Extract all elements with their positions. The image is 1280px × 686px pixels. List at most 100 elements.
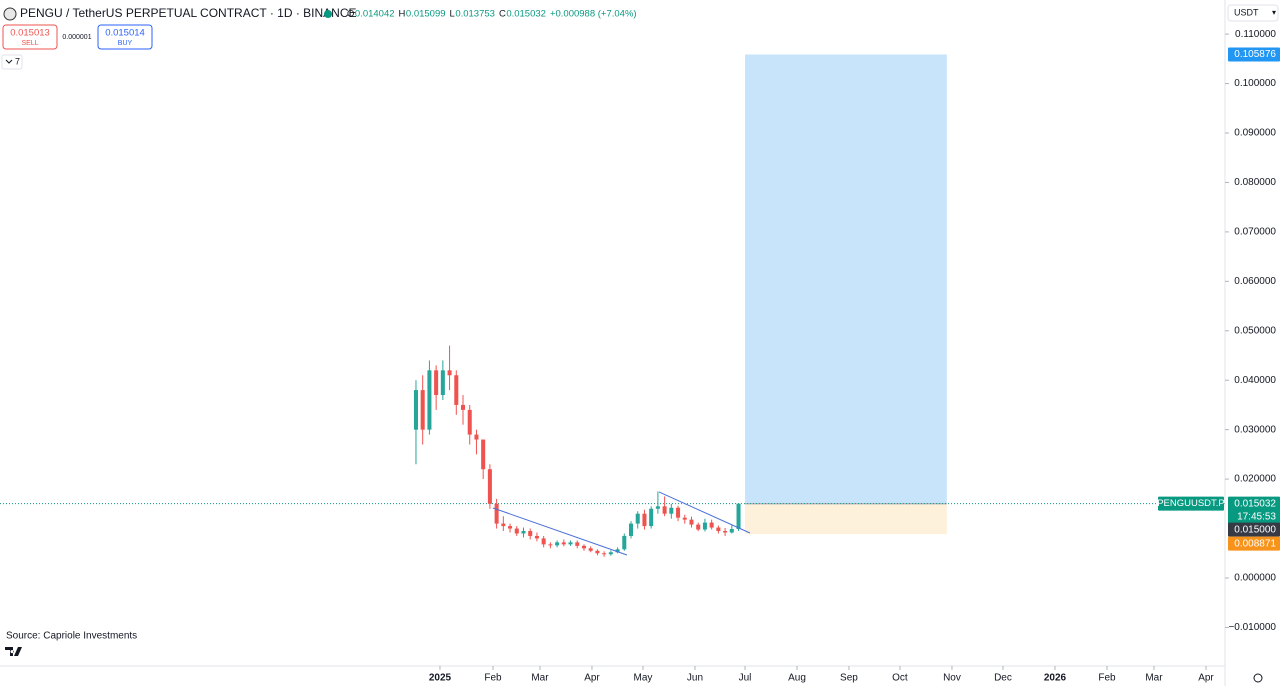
ohlc-value: 0.015099 — [406, 9, 446, 20]
source: Source: Capriole Investments — [6, 631, 137, 642]
candle-body — [514, 528, 519, 534]
trendline — [658, 491, 751, 534]
x-tick-label: Nov — [943, 673, 961, 684]
candle-body — [628, 523, 634, 536]
market-status — [324, 10, 332, 18]
sell-price: 0.015013 — [10, 28, 50, 39]
candle-body — [655, 506, 660, 509]
ohlc-label: O — [347, 9, 354, 20]
ohlc-label: L — [450, 9, 455, 20]
candle-body — [635, 513, 640, 524]
candle-body — [501, 523, 506, 527]
candle-body — [588, 548, 593, 551]
candle-body — [602, 553, 607, 555]
candle-body — [642, 513, 647, 527]
y-tick-label: 0.100000 — [1234, 78, 1276, 89]
candle-body — [702, 522, 707, 530]
candle-body — [541, 538, 546, 545]
candle-body — [682, 517, 687, 520]
candle-body — [508, 526, 513, 529]
currency-button[interactable] — [1227, 4, 1279, 22]
candle-body — [420, 390, 425, 430]
candle-body — [689, 519, 694, 525]
sell-button[interactable] — [2, 24, 58, 50]
x-tick-label: May — [634, 673, 653, 684]
x-tick-label: Aug — [788, 673, 806, 684]
candle-body — [729, 529, 734, 533]
ohlc-label: H — [399, 9, 406, 20]
candle-body — [575, 542, 580, 546]
sell-label: SELL — [21, 40, 38, 47]
x-tick-label: Mar — [1145, 673, 1163, 684]
candle-body — [427, 370, 432, 430]
candle-body — [434, 370, 439, 396]
x-tick-label: Mar — [531, 673, 549, 684]
candle-body — [454, 375, 459, 405]
candle-body — [528, 531, 533, 536]
entry-price-box — [1228, 522, 1280, 537]
candle-body — [615, 549, 620, 553]
indicators-toggle[interactable] — [1, 54, 23, 70]
candle-body — [608, 552, 613, 555]
candle-body — [555, 542, 560, 546]
candle-body — [723, 531, 728, 533]
ohlc-value: 0.015032 — [506, 9, 546, 20]
candle-body — [696, 524, 701, 530]
ohlc-legend: O 0.014042 H 0.015099 L 0.013753 C 0.015032 +0.0… — [347, 9, 637, 20]
y-tick-label: 0.060000 — [1234, 276, 1276, 287]
buy-price: 0.015014 — [105, 28, 145, 39]
symbol-title[interactable]: PENGU / TetherUS PERPETUAL CONTRACT · 1D… — [20, 6, 357, 20]
buy-label: BUY — [118, 40, 133, 47]
candle-body — [595, 550, 600, 554]
y-tick-label: 0.090000 — [1234, 128, 1276, 139]
symbol-tag-box — [1158, 496, 1224, 511]
candle-body — [413, 390, 418, 430]
symbol-icon — [3, 7, 17, 21]
candle-body — [709, 522, 714, 528]
x-tick-label: Apr — [1198, 673, 1214, 684]
currency-chevron: ▾ — [1272, 8, 1276, 17]
x-tick-label: Oct — [892, 673, 908, 684]
candle-body — [736, 503, 741, 530]
candle-body — [568, 542, 573, 545]
target-price-box — [1228, 47, 1280, 62]
ohlc-value: 0.014042 — [355, 9, 395, 20]
x-tick-label: Jun — [687, 673, 703, 684]
candle-body — [534, 535, 539, 539]
candle-body — [481, 439, 486, 470]
x-tick-label: Sep — [840, 673, 858, 684]
candle-body — [662, 506, 667, 514]
x-tick-label: 2026 — [1044, 673, 1067, 684]
logo[interactable] — [5, 647, 22, 656]
candle-body — [467, 409, 472, 435]
profit-zone — [744, 54, 947, 504]
settings-icon[interactable] — [1253, 673, 1263, 683]
candle-body — [487, 469, 492, 504]
y-tick-label: −0.010000 — [1228, 622, 1276, 633]
y-tick-label: 0.030000 — [1234, 424, 1276, 435]
y-tick-label: 0.020000 — [1234, 474, 1276, 485]
indicators-count: 7 — [15, 56, 20, 66]
symbol-tag: PENGUUSDT.P — [1157, 498, 1225, 509]
y-tick-label: 0.110000 — [1235, 29, 1276, 40]
stop-price: 0.008871 — [1234, 538, 1276, 549]
trendline — [492, 507, 628, 556]
target-price: 0.105876 — [1234, 49, 1276, 60]
candle-body — [581, 545, 586, 549]
x-tick-label: Feb — [484, 673, 502, 684]
last-price: 0.015032 — [1234, 498, 1276, 509]
x-tick-label: Apr — [584, 673, 600, 684]
x-tick-label: Jul — [739, 673, 752, 684]
ohlc-value: 0.013753 — [455, 9, 495, 20]
candle-body — [440, 370, 445, 396]
spread: 0.000001 — [62, 34, 91, 41]
x-tick-label: 2025 — [429, 673, 452, 684]
buy-button[interactable] — [97, 24, 153, 50]
candle-body — [716, 527, 721, 532]
x-tick-label: Dec — [994, 673, 1012, 684]
chevron-icon — [5, 59, 13, 64]
candle-body — [561, 542, 566, 545]
x-tick-label: Feb — [1098, 673, 1116, 684]
candle-body — [460, 404, 466, 410]
